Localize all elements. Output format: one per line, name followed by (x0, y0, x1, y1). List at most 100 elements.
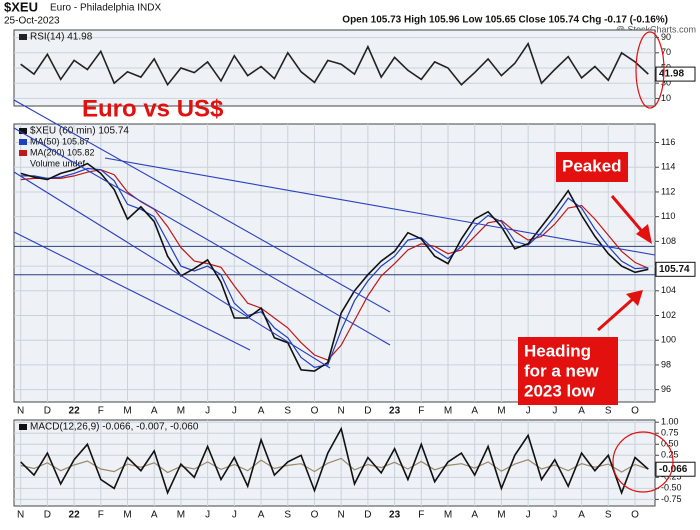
arrow (597, 296, 635, 332)
y-tick-label: -0.50 (661, 483, 682, 493)
x-tick-label: N (17, 510, 24, 521)
symbol: $XEU (4, 0, 38, 14)
last-value-box (655, 261, 696, 277)
x-tick-label: 22 (69, 510, 81, 521)
legend-entry: $XEU (60 min) 105.74 (30, 126, 129, 137)
trend-line (104, 157, 656, 256)
legend-entry: RSI(14) 41.98 (30, 32, 93, 43)
x-tick-label: F (418, 406, 424, 417)
y-tick-label: 98 (661, 359, 671, 369)
trend-line (13, 127, 391, 346)
x-tick-label: O (311, 510, 319, 521)
series-line (20, 41, 649, 87)
x-tick-label: A (578, 510, 585, 521)
last-value-label: 105.74 (659, 264, 690, 275)
last-value-box (655, 66, 696, 82)
x-tick-label: J (526, 510, 531, 521)
x-tick-label: 22 (69, 406, 81, 417)
legend-entry: Volume undef (30, 158, 86, 168)
legend-entry: MACD(12,26,9) -0.066, -0.007, -0.060 (30, 422, 199, 433)
x-tick-label: J (205, 510, 210, 521)
quote: Open 105.73 High 105.96 Low 105.65 Close… (342, 15, 668, 26)
x-tick-label: S (284, 510, 291, 521)
highlight (635, 31, 665, 109)
x-tick-label: J (552, 406, 557, 417)
y-tick-label: 108 (661, 236, 676, 246)
annotation: 2023 low (524, 381, 596, 400)
x-tick-label: A (151, 510, 158, 521)
annotation-box (518, 337, 618, 405)
x-tick-label: M (177, 510, 185, 521)
y-tick-label: 116 (661, 137, 675, 147)
y-tick-label: 112 (661, 186, 675, 196)
last-value-label: -0.066 (659, 464, 688, 475)
x-tick-label: O (631, 510, 639, 521)
x-tick-label: F (98, 406, 104, 417)
x-tick-label: S (284, 406, 291, 417)
x-tick-label: M (497, 406, 505, 417)
series-line (20, 426, 649, 496)
y-tick-label: 104 (661, 285, 676, 295)
macd-panel (13, 419, 656, 507)
y-tick-label: 70 (661, 47, 671, 57)
x-tick-label: D (364, 406, 371, 417)
x-tick-label: M (444, 510, 452, 521)
y-tick-label: 0.50 (661, 439, 679, 449)
last-value-label: 41.98 (659, 69, 684, 80)
credit: @ StockCharts.com (616, 24, 696, 34)
y-tick-label: 114 (661, 162, 675, 172)
x-tick-label: D (44, 406, 51, 417)
x-tick-label: J (232, 510, 237, 521)
highlight (612, 431, 674, 493)
y-tick-label: 1.00 (661, 417, 679, 427)
instrument-name: Euro - Philadelphia INDX (50, 3, 161, 14)
trend-line (13, 171, 331, 369)
annotation: Heading (524, 341, 591, 360)
x-tick-label: A (258, 510, 265, 521)
annotation: Euro vs US$ (82, 95, 224, 122)
y-tick-label: -0.75 (661, 494, 682, 504)
legend-swatch (19, 424, 27, 430)
legend-swatch (19, 139, 27, 145)
y-tick-label: 10 (661, 93, 671, 103)
x-tick-label: N (338, 510, 345, 521)
y-tick-label: 100 (661, 335, 676, 345)
x-tick-label: M (444, 406, 452, 417)
x-tick-label: O (631, 406, 639, 417)
x-tick-label: M (497, 510, 505, 521)
series-line (20, 162, 649, 372)
y-tick-label: 90 (661, 32, 671, 42)
series-line (20, 169, 649, 361)
trend-line (13, 99, 391, 313)
legend-swatch (19, 34, 27, 40)
trend-line (13, 231, 251, 351)
x-tick-label: J (205, 406, 210, 417)
y-tick-label: 102 (661, 310, 676, 320)
x-tick-label: J (526, 406, 531, 417)
series-line (20, 457, 649, 474)
annotation: for a new (524, 361, 599, 380)
x-tick-label: A (578, 406, 585, 417)
y-tick-label: 96 (661, 384, 671, 394)
annotation: Peaked (562, 156, 622, 175)
x-tick-label: A (258, 406, 265, 417)
legend-swatch (19, 150, 27, 156)
y-tick-label: 30 (661, 78, 671, 88)
date: 25-Oct-2023 (4, 16, 60, 27)
x-tick-label: F (418, 510, 424, 521)
annotation-box (556, 152, 628, 182)
x-tick-label: S (605, 510, 612, 521)
x-tick-label: 23 (389, 406, 401, 417)
y-tick-label: 0.75 (661, 428, 679, 438)
arrow-head (626, 290, 643, 306)
y-tick-label: 0.25 (661, 450, 679, 460)
x-tick-label: D (44, 510, 51, 521)
x-tick-label: M (177, 406, 185, 417)
x-tick-label: M (123, 510, 131, 521)
x-tick-label: D (364, 510, 371, 521)
legend-entry: MA(50) 105.87 (30, 136, 90, 146)
x-tick-label: S (605, 406, 612, 417)
x-tick-label: A (151, 406, 158, 417)
x-tick-label: A (471, 406, 478, 417)
